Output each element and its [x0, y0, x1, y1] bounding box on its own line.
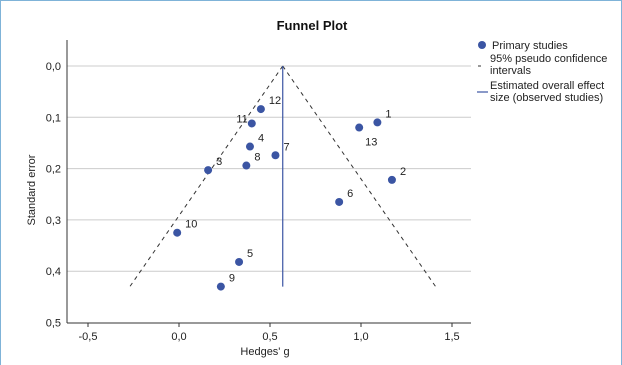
legend-label-ci-line1: 95% pseudo confidence: [490, 53, 607, 65]
x-axis-title: Hedges' g: [240, 346, 289, 358]
legend-marker-primary: [478, 41, 486, 49]
legend-label-ci-line2: intervals: [490, 65, 531, 77]
y-tick-label: 0,3: [46, 215, 61, 227]
data-point-label: 9: [229, 273, 235, 285]
data-point-label: 1: [385, 108, 391, 120]
x-tick-label: 0,0: [171, 331, 186, 343]
data-point-3: [204, 166, 213, 175]
data-point-7: [271, 151, 280, 160]
data-point-label: 13: [365, 137, 377, 149]
data-point-12: [256, 105, 265, 114]
data-point-11: [247, 119, 256, 128]
data-point-13: [355, 123, 364, 132]
data-point-10: [173, 228, 182, 237]
axes: [66, 40, 471, 327]
y-tick-label: 0,1: [46, 112, 61, 124]
y-tick-label: 0,0: [46, 61, 61, 73]
data-point-label: 12: [269, 95, 281, 107]
legend-label-effect: Estimated overall effect size (observed s…: [490, 80, 604, 104]
data-point-8: [242, 161, 251, 170]
y-tick-label: 0,4: [46, 266, 61, 278]
data-point-9: [216, 282, 225, 291]
data-point-5: [235, 257, 244, 266]
x-tick-labels: -0,5 0,0 0,5 1,0 1,5: [79, 331, 460, 343]
y-axis-title: Standard error: [26, 154, 38, 225]
y-tick-label: 0,2: [46, 164, 61, 176]
data-point-label: 8: [254, 152, 260, 164]
grid-lines: [67, 65, 471, 272]
legend-label-ci: 95% pseudo confidence intervals: [490, 53, 607, 77]
data-point-6: [335, 197, 344, 206]
data-point-label: 5: [247, 248, 253, 260]
data-point-label: 2: [400, 166, 406, 178]
y-tick-label: 0,5: [46, 318, 61, 330]
data-point-label: 4: [258, 133, 264, 145]
x-tick-label: -0,5: [79, 331, 98, 343]
data-point-label: 7: [283, 141, 289, 153]
data-point-label: 3: [216, 156, 222, 168]
data-point-1: [373, 118, 382, 127]
ci-line-left: [129, 65, 284, 287]
legend-label-primary: Primary studies: [492, 40, 568, 52]
legend-label-effect-line2: size (observed studies): [490, 92, 603, 104]
data-point-label: 10: [185, 219, 197, 231]
ci-line-right: [282, 65, 437, 287]
x-tick-label: 1,5: [444, 331, 459, 343]
legend-label-effect-line1: Estimated overall effect: [490, 80, 604, 92]
x-tick-label: 1,0: [353, 331, 368, 343]
data-point-2: [387, 175, 396, 184]
data-point-label: 6: [347, 188, 353, 200]
y-tick-labels: 0,0 0,1 0,2 0,3 0,4 0,5: [46, 61, 61, 330]
x-tick-label: 0,5: [262, 331, 277, 343]
data-point-4: [245, 142, 254, 151]
chart-title: Funnel Plot: [277, 18, 348, 33]
data-point-label: 11: [236, 113, 247, 125]
